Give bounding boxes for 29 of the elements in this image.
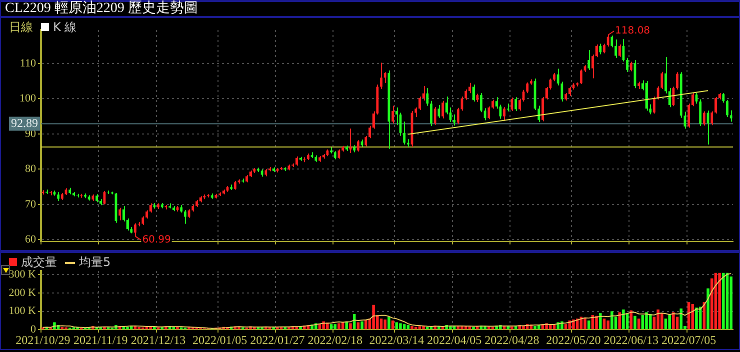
y-tick-label: 70 <box>25 198 36 210</box>
x-tick-label: 2022/05/20 <box>546 332 601 347</box>
y-tick-label: 100 <box>20 92 36 105</box>
x-tick-label: 2021/12/13 <box>130 332 186 347</box>
x-tick-label: 2021/11/19 <box>73 332 128 347</box>
x-tick-label: 2022/01/27 <box>250 332 305 347</box>
legend-label: 均量5 <box>78 254 111 271</box>
y-tick-label: 300 K <box>8 268 36 281</box>
annotation: 118.08 <box>615 26 650 37</box>
x-tick-label: 2022/02/18 <box>308 332 362 347</box>
x-tick-label: 2022/04/05 <box>426 332 482 347</box>
annotation: K 線 <box>52 19 77 36</box>
x-tick-label: 2022/07/05 <box>661 332 716 347</box>
x-tick-label: 2022/04/28 <box>484 332 540 347</box>
y-tick-label: 80 <box>25 163 36 176</box>
text: 日線 <box>9 19 33 36</box>
y-tick-label: 200 K <box>8 286 36 299</box>
x-tick-label: 2022/06/13 <box>604 332 658 347</box>
x-tick-label: 2022/03/14 <box>369 332 424 347</box>
y-tick-label: 100 K <box>8 305 36 318</box>
chart-title: CL2209 輕原油2209 歷史走勢圖 <box>1 1 739 18</box>
y-tick-label: 110 <box>20 57 36 70</box>
ref-line-label: 92.89 <box>11 116 38 130</box>
y-tick-label: 0 <box>30 323 36 336</box>
y-tick-label: 60 <box>25 234 36 246</box>
annotation: 60.99 <box>142 234 171 246</box>
x-tick-label: 2022/01/05 <box>192 332 248 347</box>
x-tick-label: 2021/10/29 <box>16 332 70 347</box>
legend-label: 成交量 <box>20 254 57 270</box>
